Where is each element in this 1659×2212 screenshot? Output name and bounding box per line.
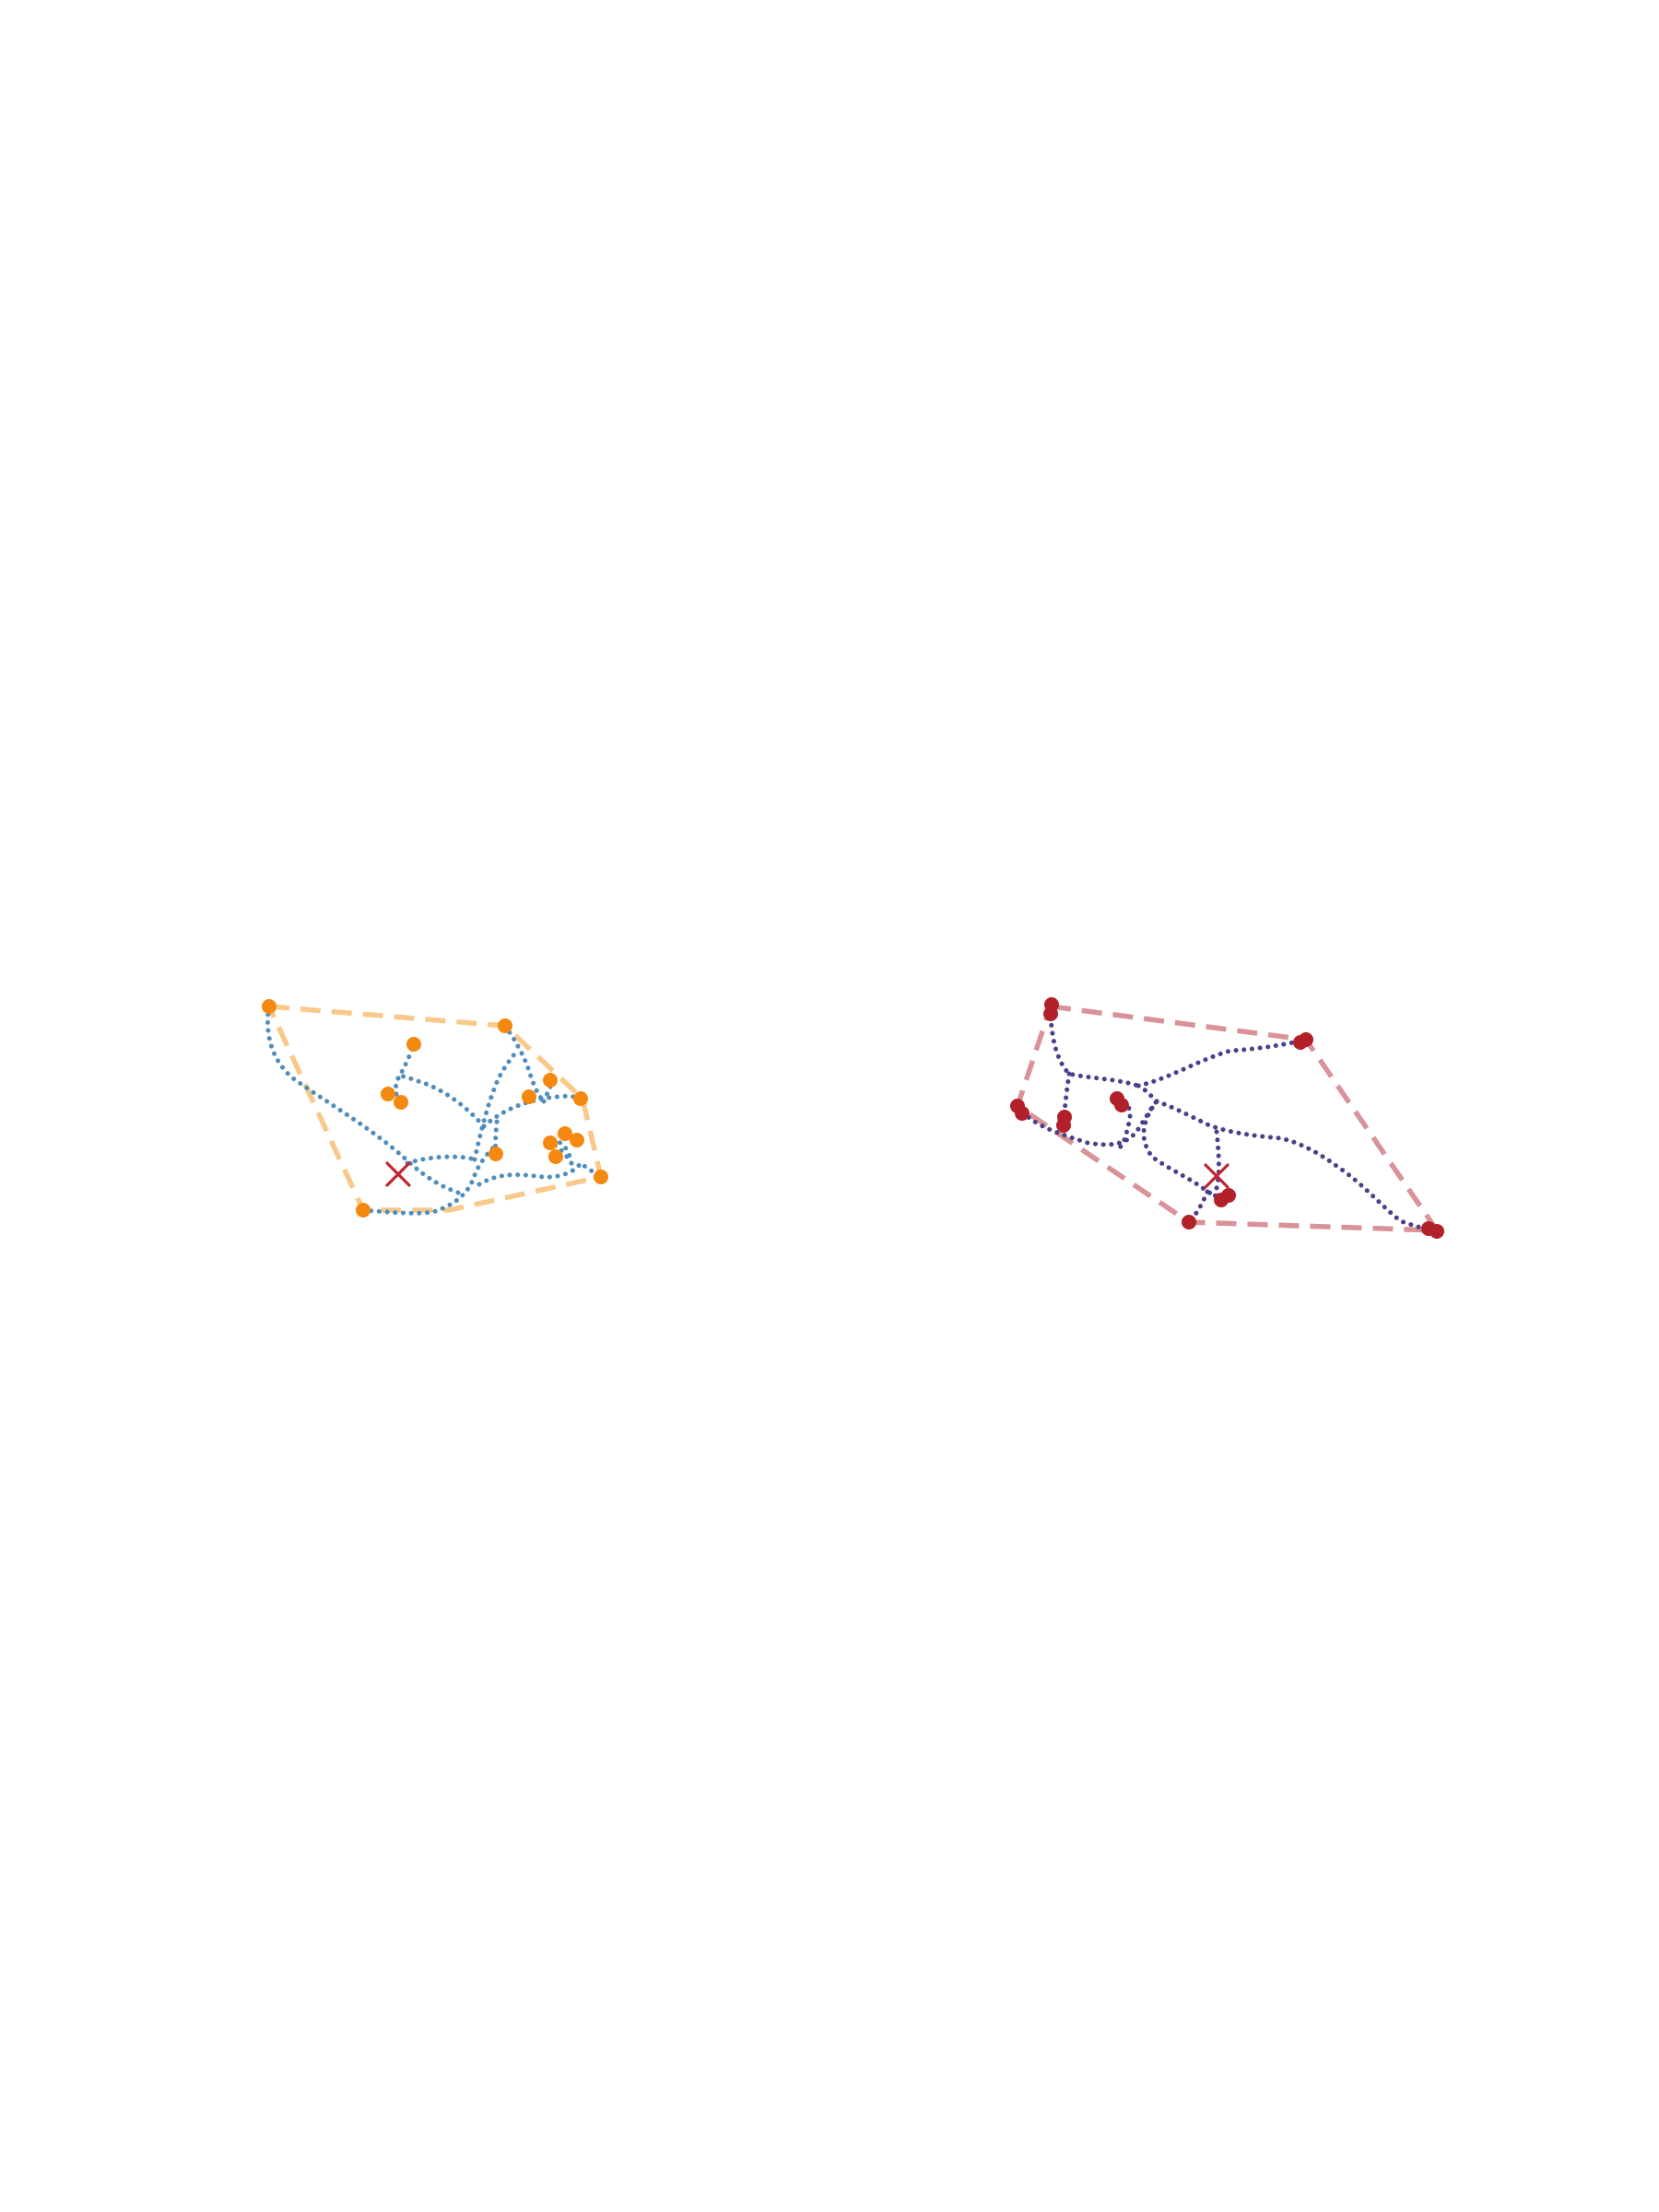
left-branch	[395, 1074, 487, 1129]
right-tip-marker	[1056, 1118, 1071, 1133]
left-branch	[493, 1112, 500, 1157]
left-branch	[265, 1004, 464, 1196]
left-tip-marker	[394, 1095, 408, 1110]
right-arbor-panel	[1010, 997, 1444, 1239]
left-tip-marker	[543, 1135, 558, 1150]
right-tip-marker	[1015, 1106, 1030, 1121]
left-tip-marker	[548, 1149, 563, 1164]
left-tips	[262, 999, 608, 1218]
right-branch	[1048, 1006, 1141, 1088]
left-convex-hull	[266, 1004, 604, 1213]
left-branch	[405, 1154, 477, 1166]
left-tip-marker	[356, 1203, 371, 1218]
left-tip-marker	[543, 1073, 558, 1088]
left-branch	[360, 1140, 500, 1216]
left-tip-marker	[573, 1091, 588, 1106]
left-branches	[265, 1004, 604, 1216]
left-branch	[472, 1046, 521, 1162]
left-soma-marker	[385, 1161, 411, 1187]
right-tip-marker	[1299, 1032, 1313, 1047]
right-branch	[1212, 1129, 1221, 1203]
left-tip-marker	[262, 999, 276, 1014]
left-tip-marker	[594, 1170, 608, 1184]
left-branch	[553, 1138, 574, 1166]
left-branch	[547, 1140, 574, 1166]
left-branch	[541, 1077, 554, 1104]
right-tip-marker	[1214, 1193, 1229, 1207]
left-tip-marker	[570, 1133, 584, 1147]
left-arbor-panel	[262, 999, 608, 1218]
left-tip-marker	[522, 1089, 536, 1104]
left-tip-marker	[498, 1018, 512, 1033]
left-branch	[477, 1159, 604, 1187]
left-tip-marker	[406, 1037, 421, 1052]
right-convex-hull	[1015, 1004, 1440, 1233]
right-branch	[1135, 1083, 1159, 1104]
right-tip-marker	[1182, 1215, 1196, 1230]
left-tip-marker	[488, 1147, 503, 1161]
left-branch	[502, 1023, 547, 1104]
right-tip-marker	[1430, 1224, 1444, 1239]
right-soma-marker	[1204, 1163, 1230, 1189]
right-branch	[1154, 1099, 1440, 1233]
left-tip-marker	[381, 1087, 395, 1101]
left-tip-marker	[558, 1126, 572, 1141]
right-tip-marker	[1043, 1006, 1058, 1021]
right-branch	[1135, 1037, 1309, 1088]
right-tips	[1010, 997, 1444, 1239]
right-tip-marker	[1114, 1098, 1129, 1112]
